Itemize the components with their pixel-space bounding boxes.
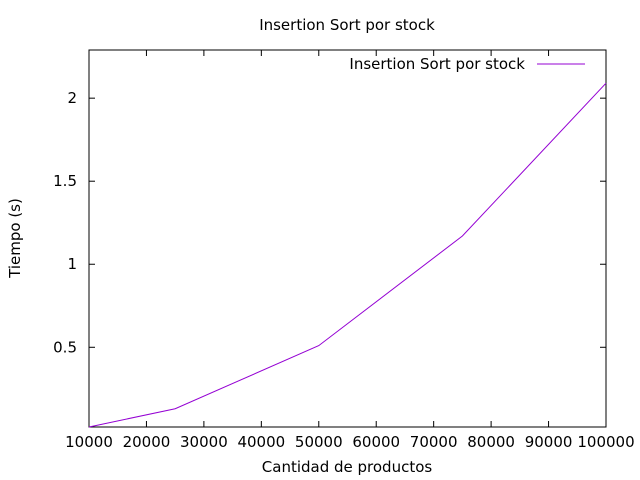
y-tick-label: 2 [67,89,77,107]
x-tick-label: 30000 [180,433,228,451]
x-tick-label: 40000 [237,433,285,451]
x-tick-label: 50000 [295,433,343,451]
axis-tick-labels: 10000 20000 30000 40000 50000 60000 70000 80000… [53,89,634,451]
x-axis-title: Cantidad de productos [262,458,433,476]
x-tick-label: 60000 [352,433,400,451]
y-tick-label: 1 [67,255,77,273]
legend: Insertion Sort por stock [349,55,585,73]
x-tick-label: 70000 [410,433,458,451]
y-axis-title: Tiempo (s) [6,198,24,279]
x-tick-label: 80000 [467,433,515,451]
legend-label: Insertion Sort por stock [349,55,525,73]
x-tick-label: 10000 [65,433,113,451]
x-tick-label: 100000 [577,433,634,451]
y-tick-label: 0.5 [53,338,77,356]
plot-frame [88,49,607,428]
y-tick-label: 1.5 [53,172,77,190]
series-line [88,82,607,428]
x-tick-label: 90000 [525,433,573,451]
chart-title: Insertion Sort por stock [259,16,435,34]
series-lines [88,82,607,428]
x-tick-label: 20000 [123,433,171,451]
axis-ticks [88,50,607,427]
